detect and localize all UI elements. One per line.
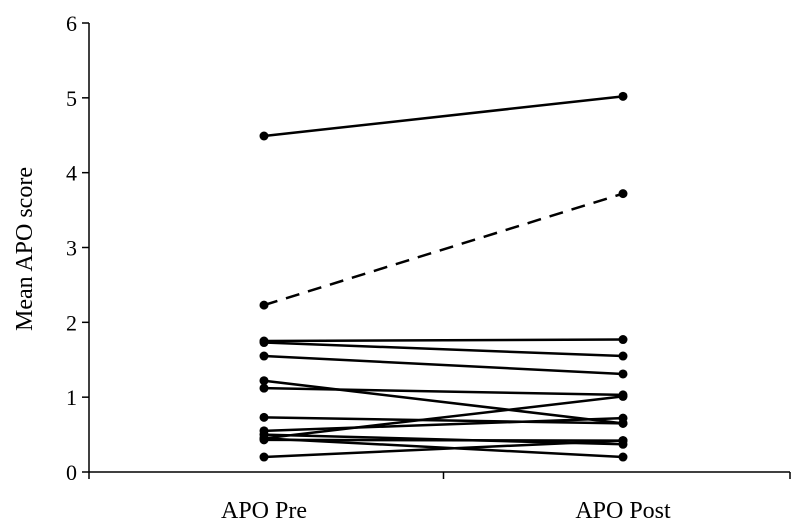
series-line — [263, 437, 624, 459]
y-tick-label: 4 — [66, 161, 77, 186]
data-point — [618, 391, 628, 401]
series-line — [263, 341, 624, 358]
series-line — [263, 416, 624, 425]
data-point — [259, 131, 269, 141]
series-line — [263, 379, 624, 425]
series-1 — [259, 91, 628, 141]
series-line — [263, 354, 624, 376]
y-tick-label: 0 — [66, 460, 77, 485]
data-point — [259, 351, 269, 361]
data-point — [259, 300, 269, 310]
y-tick-label: 5 — [66, 86, 77, 111]
series-2 — [259, 189, 628, 310]
data-point — [259, 412, 269, 422]
series-line — [263, 386, 624, 397]
data-point — [618, 351, 628, 361]
data-point — [259, 376, 269, 386]
series-line — [263, 338, 624, 343]
y-tick-label: 3 — [66, 236, 77, 261]
series-line — [263, 438, 624, 442]
series-line — [263, 395, 624, 440]
series-line — [263, 95, 624, 138]
data-point — [618, 91, 628, 101]
axes: 0 1 2 3 4 5 6 APO Pre APO Post — [66, 11, 791, 524]
data-point — [618, 189, 628, 199]
x-category-label: APO Pre — [221, 498, 307, 524]
data-point — [618, 369, 628, 379]
data-point — [618, 452, 628, 462]
data-point — [618, 436, 628, 446]
data-point — [259, 452, 269, 462]
series-4 — [259, 338, 628, 361]
data-point — [259, 338, 269, 348]
series-layer — [259, 91, 628, 462]
data-point — [618, 335, 628, 345]
series-line — [263, 416, 624, 433]
y-tick-label: 1 — [66, 385, 77, 410]
y-tick-label: 6 — [66, 11, 77, 36]
y-axis-title: Mean APO score — [12, 167, 38, 331]
data-point — [259, 433, 269, 443]
y-tick-label: 2 — [66, 310, 77, 335]
series-line — [263, 192, 624, 307]
series-5 — [259, 351, 628, 379]
series-14 — [259, 433, 628, 462]
data-point — [618, 413, 628, 423]
x-category-label: APO Post — [575, 498, 671, 524]
data-point — [259, 383, 269, 393]
